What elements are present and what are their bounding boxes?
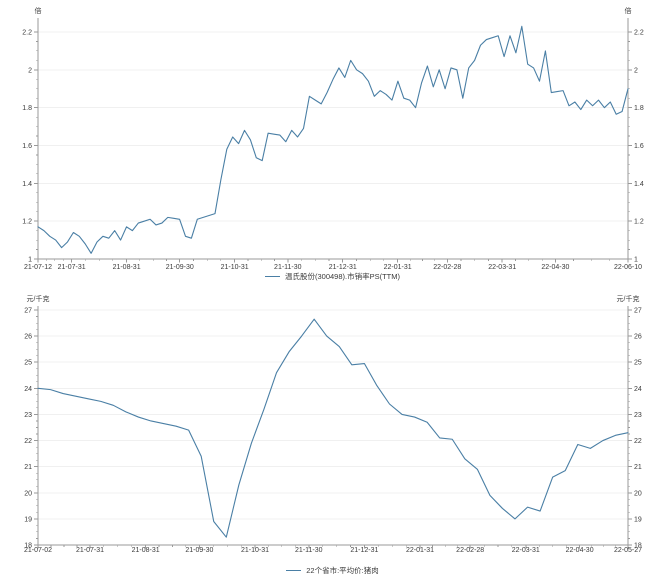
y-tick-label-right: 20: [634, 490, 642, 497]
y-tick-label-left: 1: [28, 257, 32, 264]
ps-ratio-chart: 2.2 2.22 21.8 1.81.6 1.61.4 1.41.2 1.21 121-07-…: [22, 6, 644, 271]
legend-label: 22个省市:平均价:猪肉: [306, 566, 379, 576]
y-tick-label-right: 1: [634, 257, 638, 264]
y-tick-label-right: 22: [634, 438, 642, 445]
x-tick-label: 21-12-31: [329, 264, 357, 271]
y-tick-label-right: 1.8: [634, 105, 644, 112]
y-tick-label-right: 27: [634, 308, 642, 315]
series-line: [37, 25, 629, 254]
legend-line-swatch: [264, 275, 280, 277]
x-tick-label: 22-02-28: [456, 547, 484, 554]
x-tick-label: 21-07-12: [24, 264, 52, 271]
y-tick-label-left: 25: [24, 360, 32, 367]
y-tick-label-right: 2.2: [634, 30, 644, 37]
y-tick-label-left: 1.8: [22, 105, 32, 112]
y-tick-label-left: 20: [24, 490, 32, 497]
y-tick-label-right: 1.4: [634, 181, 644, 188]
x-tick-label: 21-07-31: [76, 547, 104, 554]
x-tick-label: 21-11-30: [295, 547, 323, 554]
x-tick-label: 21-09-30: [185, 547, 213, 554]
x-tick-label: 21-10-31: [221, 264, 249, 271]
unit-label-right: 倍: [625, 6, 632, 15]
x-tick-label: 22-05-27: [614, 547, 642, 554]
x-tick-label: 22-06-10: [614, 264, 642, 271]
x-tick-label: 22-03-31: [488, 264, 516, 271]
y-tick-label-left: 27: [24, 308, 32, 315]
y-tick-label-right: 2: [634, 67, 638, 74]
y-tick-label-left: 1.6: [22, 143, 32, 150]
y-tick-label-right: 21: [634, 464, 642, 471]
x-tick-label: 21-08-31: [132, 547, 160, 554]
y-tick-label-left: 2: [28, 67, 32, 74]
y-tick-label-left: 1.4: [22, 181, 32, 188]
y-tick-label-left: 23: [24, 412, 32, 419]
x-tick-label: 22-02-28: [433, 264, 461, 271]
x-tick-label: 22-01-31: [384, 264, 412, 271]
ps-ratio-chart-panel: 2.2 2.2 2 2 1.8 1.8 1.6 1.6 1.4 1.4 1.2 1.2 1 1 21-07-…: [0, 0, 665, 290]
y-tick-label-left: 2.2: [22, 30, 32, 37]
unit-label-right: 元/千克: [617, 294, 640, 303]
series-line: [37, 318, 629, 538]
pork-price-chart-panel: 27 27 26 26 25 25 24 24 23 23 22 22 21 21 20 20 19 19 18 18…: [0, 290, 665, 582]
y-tick-label-left: 19: [24, 516, 32, 523]
y-tick-label-right: 19: [634, 516, 642, 523]
y-tick-label-right: 26: [634, 334, 642, 341]
x-tick-label: 21-12-31: [350, 547, 378, 554]
x-tick-label: 21-07-02: [24, 547, 52, 554]
unit-label-left: 元/千克: [27, 294, 50, 303]
x-tick-label: 22-04-30: [566, 547, 594, 554]
y-tick-label-right: 18: [634, 543, 642, 550]
unit-label-left: 倍: [35, 6, 42, 15]
x-tick-label: 21-08-31: [113, 264, 141, 271]
ps-ratio-legend: 温氏股份(300498).市销率PS(TTM): [0, 272, 665, 282]
y-tick-label-left: 22: [24, 438, 32, 445]
y-tick-label-left: 26: [24, 334, 32, 341]
y-tick-label-right: 24: [634, 386, 642, 393]
x-tick-label: 21-09-30: [166, 264, 194, 271]
x-tick-label: 21-07-31: [58, 264, 86, 271]
y-tick-label-left: 1.2: [22, 219, 32, 226]
y-tick-label-right: 23: [634, 412, 642, 419]
x-tick-label: 21-10-31: [241, 547, 269, 554]
y-tick-label-left: 24: [24, 386, 32, 393]
legend-label: 温氏股份(300498).市销率PS(TTM): [284, 272, 400, 282]
pork-price-chart: 27 27 26 26 25 25 24 24 23 23 22 22 21 21 20 20 19 19 18 18…: [24, 294, 642, 554]
y-tick-label-right: 1.6: [634, 143, 644, 150]
y-tick-label-left: 21: [24, 464, 32, 471]
x-tick-label: 22-03-31: [512, 547, 540, 554]
x-tick-label: 22-01-31: [406, 547, 434, 554]
pork-price-legend: 22个省市:平均价:猪肉: [0, 566, 665, 576]
y-tick-label-right: 1.2: [634, 219, 644, 226]
x-tick-label: 21-11-30: [274, 264, 302, 271]
x-tick-label: 22-04-30: [541, 264, 569, 271]
y-tick-label-right: 25: [634, 360, 642, 367]
y-tick-label-left: 18: [24, 543, 32, 550]
legend-line-swatch: [286, 569, 302, 571]
